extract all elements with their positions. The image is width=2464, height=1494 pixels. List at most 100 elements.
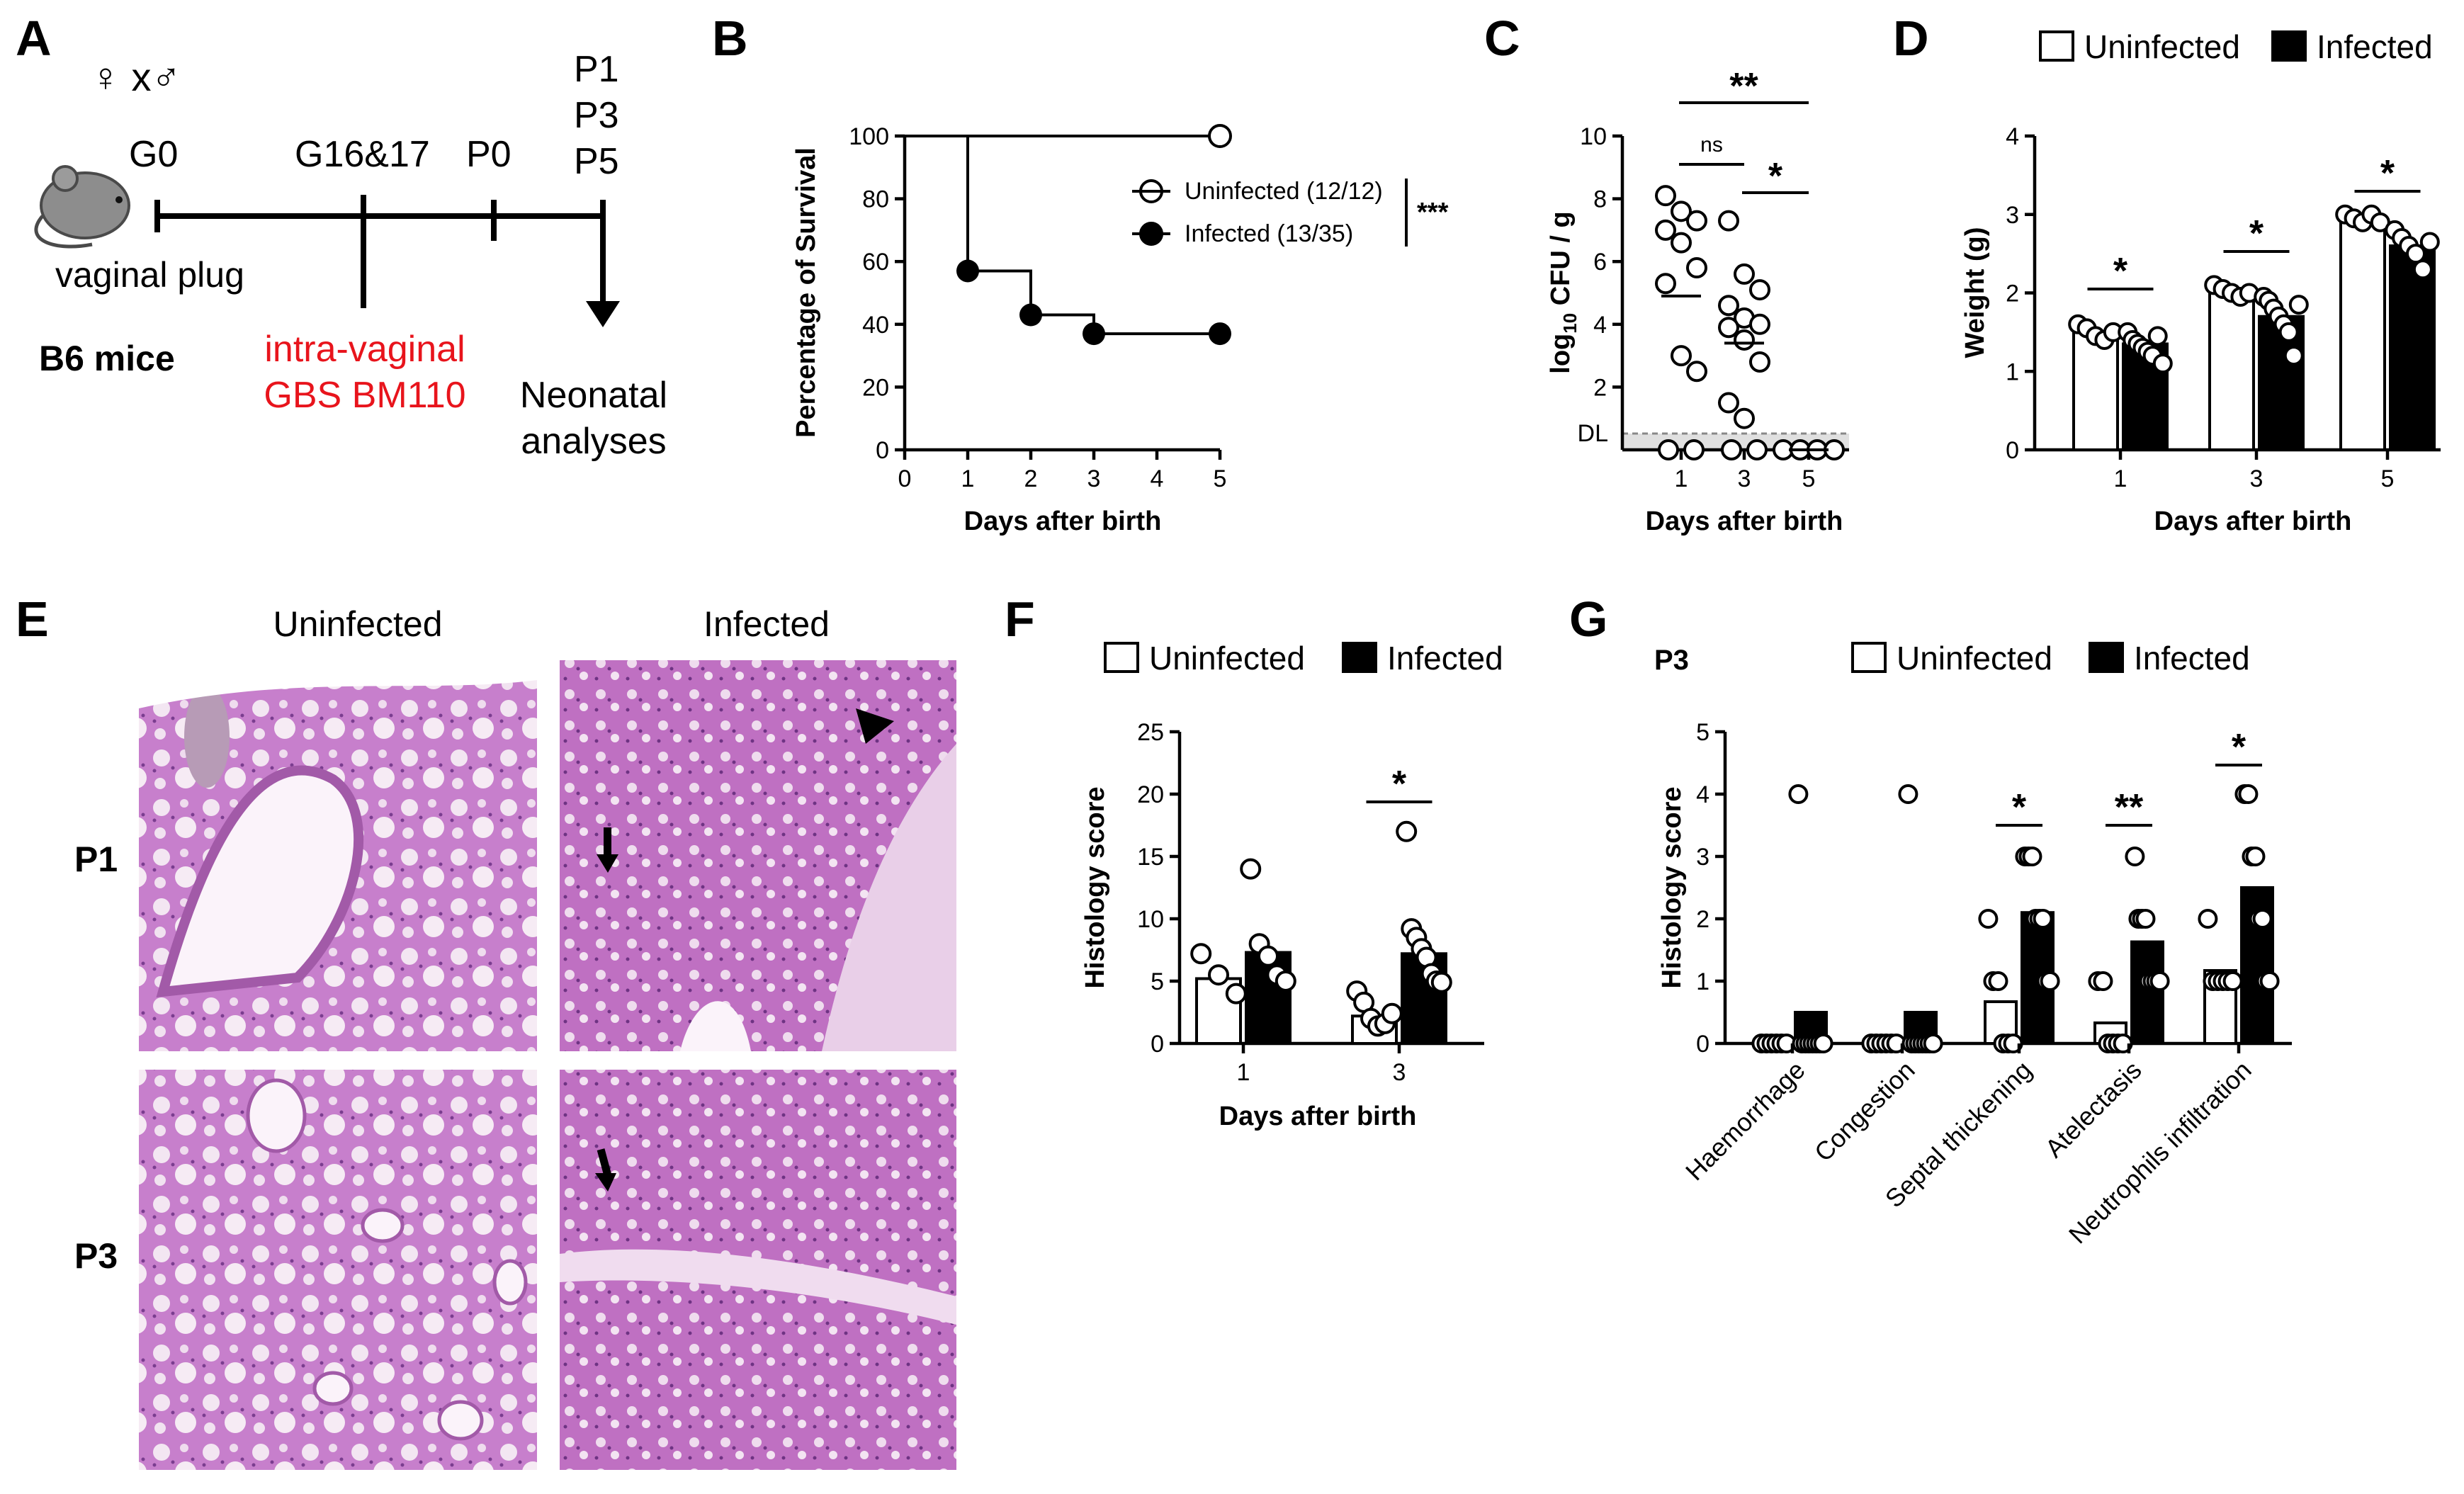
bar-uninfected <box>2208 291 2255 451</box>
tick-label-x: 3 <box>1393 1059 1406 1086</box>
axis-y-title: Histology score <box>1657 786 1687 988</box>
label-infection-2: GBS BM110 <box>264 375 465 416</box>
data-point <box>1734 329 1755 351</box>
panel-letter-c: C <box>1484 11 1520 66</box>
chart-survival: 0 20 40 60 80 100 0 1 2 3 4 5 Days after birth Per… <box>791 123 1449 536</box>
chart-cfu: DL 2 4 6 8 10 1 3 5 Days after birth log10 CFU… <box>1546 66 1849 536</box>
chart-weight: Uninfected Infected 0 1 2 3 4 1 * 3 * 5 * Days af… <box>1960 28 2441 536</box>
legend-label-uninfected: Uninfected <box>1149 640 1305 677</box>
data-point-below-dl <box>1746 439 1768 460</box>
axis-y-title: log10 CFU / g <box>1546 211 1581 373</box>
legend: Uninfected Infected <box>1104 640 1503 677</box>
data-point <box>1686 361 1707 383</box>
significance-label: * <box>1392 764 1407 805</box>
tick-label-y: 1 <box>2006 358 2019 385</box>
comparison-label: ** <box>1729 66 1758 107</box>
tick-label-y: 3 <box>2006 202 2019 229</box>
data-point <box>1655 185 1676 207</box>
data-point-uninfected <box>2093 971 2113 991</box>
data-point-uninfected <box>2113 1034 2133 1053</box>
data-point-uninfected <box>2222 971 2243 991</box>
data-point-infected <box>1396 820 1418 842</box>
tick-label-x: 3 <box>2250 465 2264 492</box>
tick-label-y: 100 <box>849 123 889 150</box>
significance-label: * <box>2113 251 2128 292</box>
axis-x-title: Days after birth <box>964 507 1162 536</box>
tick-label-dl: DL <box>1578 420 1608 447</box>
data-point-infected <box>2152 353 2173 374</box>
label-g16: G16&17 <box>295 134 430 175</box>
arrow-marker-p3-tip-icon <box>595 1173 616 1192</box>
tick-label-y: 20 <box>1137 781 1164 808</box>
label-g0: G0 <box>129 134 178 175</box>
legend-label-infected: Infected <box>2134 640 2250 677</box>
tick-label-x: 1 <box>961 465 975 492</box>
data-point-infected <box>1923 1034 1943 1053</box>
histology-col-uninfected: Uninfected <box>273 604 442 644</box>
tick-label-x: 1 <box>1237 1059 1250 1086</box>
mating-symbols: ♀ x♂ <box>91 55 181 99</box>
panel-e: Uninfected Infected P1 P3 <box>74 604 956 1470</box>
legend-label-infected: Infected (13/35) <box>1185 220 1353 247</box>
chart-histology-subscores: P3 Uninfected Infected 0 1 2 3 4 5 Haemorrhag… <box>1654 640 2292 1249</box>
tick-label-x: Haemorrhage <box>1680 1056 1811 1187</box>
label-p0: P0 <box>466 134 512 175</box>
label-vaginal-plug: vaginal plug <box>55 255 244 295</box>
data-point <box>1671 200 1692 222</box>
data-point-infected <box>1083 322 1105 346</box>
down-arrow-icon <box>586 301 620 327</box>
data-point-infected <box>1430 971 1452 993</box>
significance-label: * <box>2380 153 2395 194</box>
tick-label-y: 1 <box>1696 968 1709 995</box>
data-point <box>1655 273 1676 295</box>
tick-label-y: 20 <box>862 374 889 401</box>
panel-letter-b: B <box>712 11 748 66</box>
chart-title: P3 <box>1654 645 1689 676</box>
significance-label: * <box>2012 787 2027 828</box>
legend-swatch-uninfected <box>1851 642 1887 673</box>
data-point-uninfected <box>1208 964 1229 986</box>
tick-label-y: 8 <box>1593 186 1607 213</box>
data-point <box>1686 210 1707 232</box>
data-point-infected <box>956 259 979 283</box>
axis-x-title: Days after birth <box>1219 1102 1417 1131</box>
axis-y-title: Histology score <box>1080 786 1110 988</box>
legend: Uninfected Infected <box>1851 640 2250 677</box>
tick-label-y: 10 <box>1137 906 1164 933</box>
data-point-infected <box>2033 909 2053 929</box>
tick-label-y: 3 <box>1696 844 1709 871</box>
legend-label-uninfected: Uninfected (12/12) <box>1185 178 1383 205</box>
data-point-infected <box>2283 346 2304 366</box>
data-point-infected <box>2040 971 2060 991</box>
data-point <box>1749 351 1770 373</box>
data-point-infected <box>2149 971 2170 991</box>
tick-label-x: 3 <box>1738 465 1751 492</box>
data-point <box>1734 407 1755 429</box>
data-point-infected <box>2252 909 2273 929</box>
panel-a: A ♀ x♂ G0 G16&17 P0 P1 P3 P5 vaginal plu… <box>16 11 667 462</box>
arrow-marker-p3-icon <box>597 1148 613 1179</box>
data-point-infected <box>1240 858 1262 880</box>
data-point <box>1734 263 1755 285</box>
data-point-infected <box>2405 244 2426 264</box>
series-line-infected <box>905 135 1220 336</box>
tick-label-x: 1 <box>1675 465 1688 492</box>
arrow-marker-icon <box>604 827 611 859</box>
tick-label-x: Congestion <box>1809 1056 1921 1167</box>
data-point-infected <box>2288 295 2309 315</box>
axis-x-title: Days after birth <box>1646 507 1843 536</box>
tick-label-y: 4 <box>1696 781 1709 808</box>
tick-label-y: 10 <box>1580 123 1607 150</box>
data-point-uninfected <box>1190 943 1212 965</box>
data-point-infected <box>1898 784 1918 804</box>
bar-uninfected <box>2072 330 2119 451</box>
axis-y-title: Weight (g) <box>1960 227 1990 358</box>
data-point-uninfected <box>1381 1002 1403 1024</box>
axis-y-title: Percentage of Survival <box>791 147 821 438</box>
data-point-below-dl <box>1683 439 1705 460</box>
data-point-infected <box>1788 784 1809 804</box>
comparison-label: ns <box>1700 133 1723 157</box>
data-point <box>1655 219 1676 241</box>
data-point-uninfected <box>1988 971 2008 991</box>
tick-label-y: 2 <box>1593 374 1607 401</box>
